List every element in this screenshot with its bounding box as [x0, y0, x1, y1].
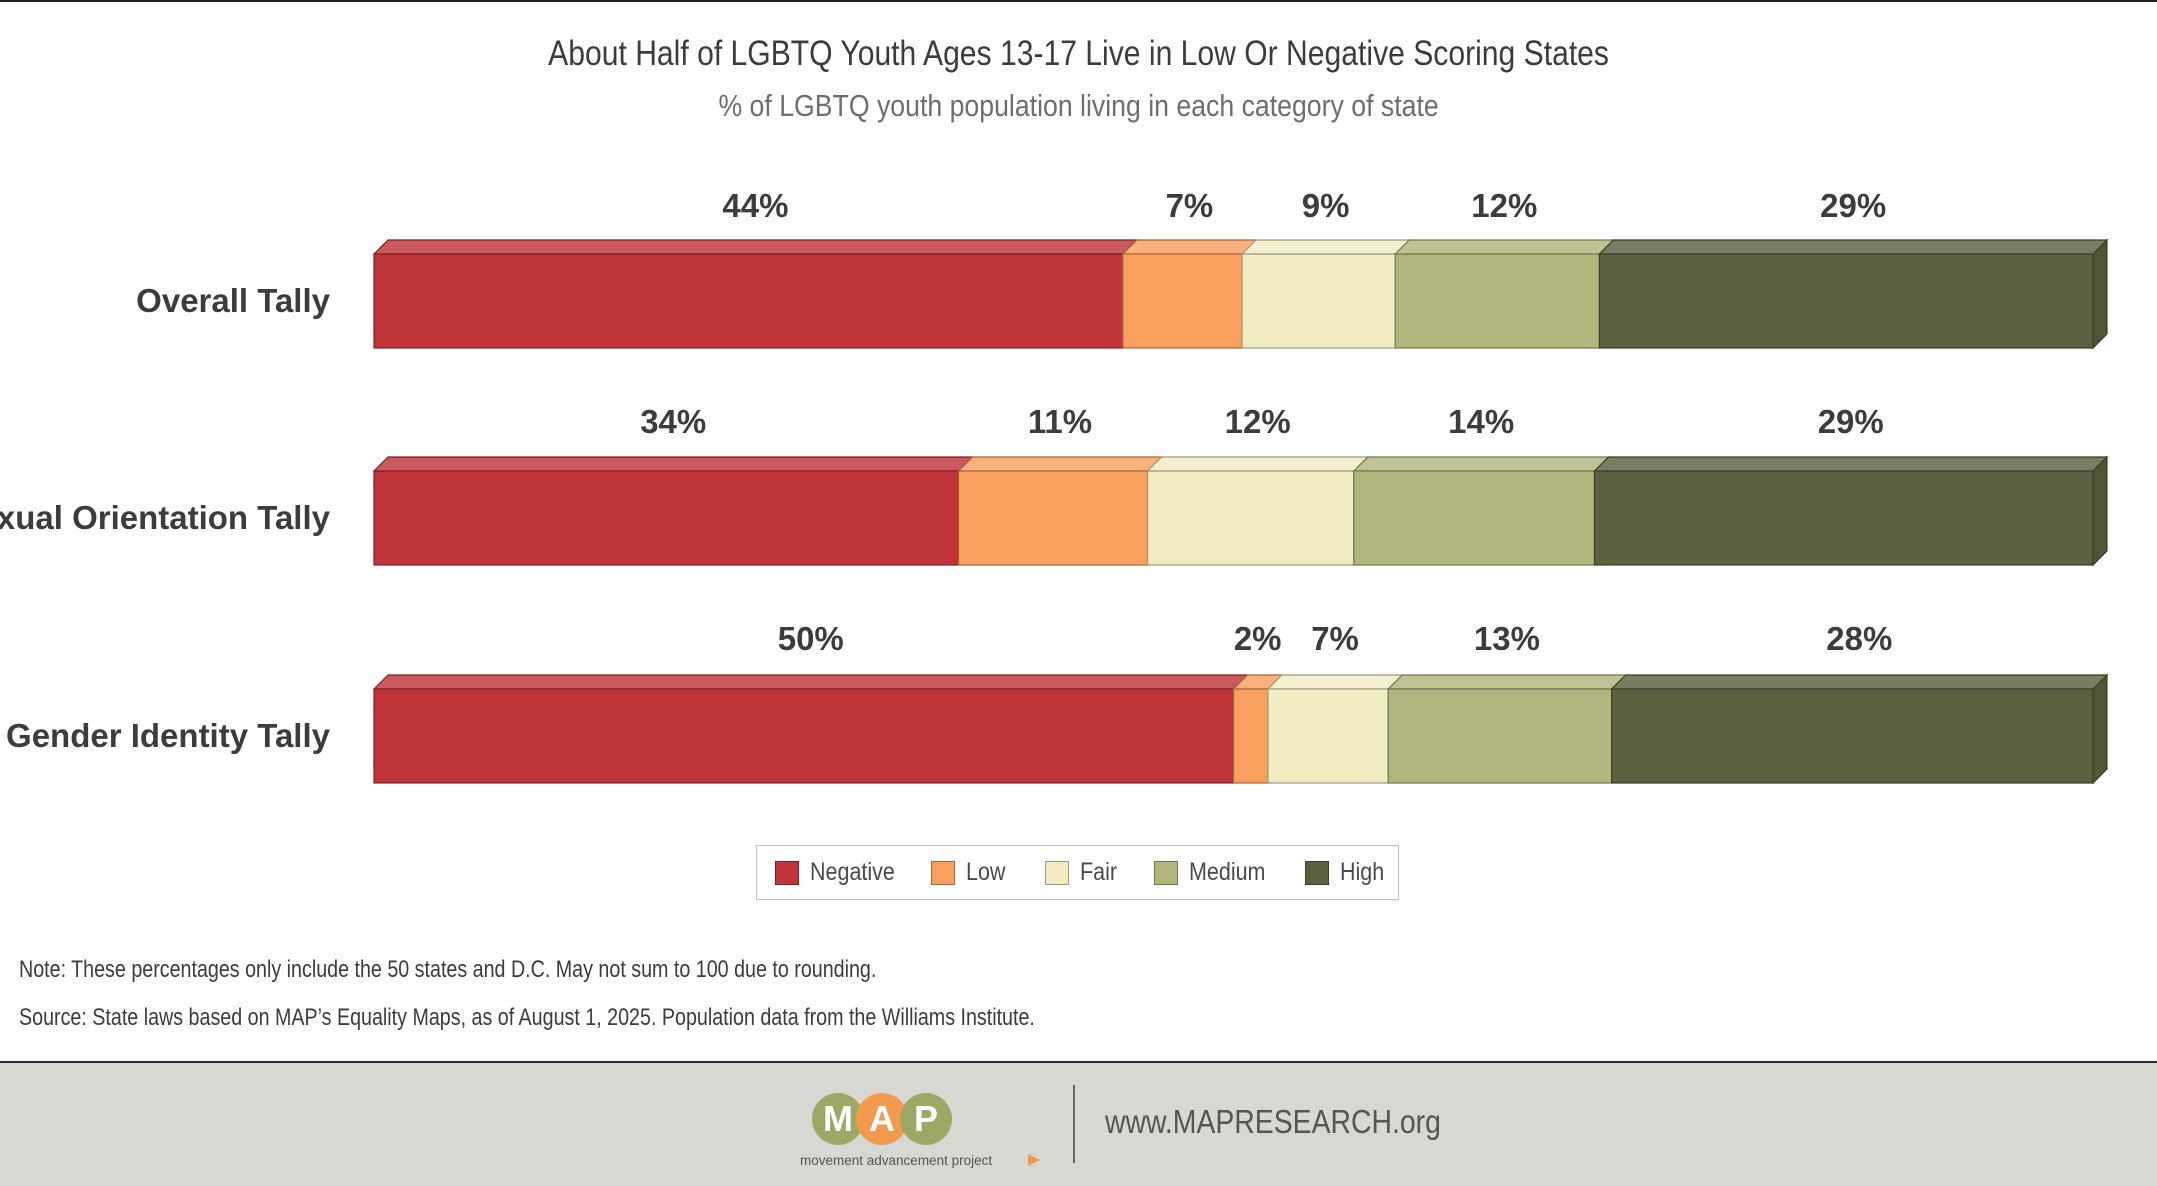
bar-top-medium [1386, 674, 1628, 690]
bar-top-high [1593, 456, 2109, 472]
legend-label: Low [966, 858, 1006, 886]
svg-text:A: A [869, 1098, 895, 1139]
footer-divider [1073, 1085, 1075, 1163]
svg-text:M: M [823, 1098, 853, 1139]
footnote-note: Note: These percentages only include the… [19, 956, 877, 983]
data-label: 13% [1474, 620, 1540, 657]
legend-swatch-negative [775, 861, 799, 885]
bar-top-medium [1393, 239, 1615, 255]
bar-segment-medium [1353, 470, 1596, 566]
bar-segment-low [957, 470, 1149, 566]
footnote-source: Source: State laws based on MAP’s Equali… [19, 1004, 1035, 1031]
data-label: 34% [640, 403, 706, 440]
legend-label: Medium [1189, 858, 1266, 886]
legend-swatch-high [1305, 861, 1329, 885]
data-label: 44% [722, 187, 788, 224]
bar-segment-high [1593, 470, 2094, 566]
bar-segment-fair [1241, 253, 1396, 349]
data-label: 12% [1225, 403, 1291, 440]
website-link[interactable]: www.MAPRESEARCH.org [1105, 1103, 1441, 1140]
bar-segment-low [1122, 253, 1243, 349]
bar-top-low [1121, 239, 1258, 255]
data-label: 14% [1448, 403, 1514, 440]
footer-bar: M A P movement advancement project www.M… [0, 1061, 2157, 1186]
legend-swatch-fair [1045, 861, 1069, 885]
legend-swatch-low [931, 861, 955, 885]
bar-segment-fair [1267, 688, 1389, 784]
svg-text:movement advancement project: movement advancement project [800, 1153, 992, 1168]
map-logo: M A P movement advancement project [800, 1093, 1040, 1168]
legend-label: Negative [810, 858, 895, 886]
svg-text:P: P [914, 1098, 938, 1139]
data-label: 29% [1820, 187, 1886, 224]
bar-top-high [1597, 239, 2109, 255]
bar-segment-high [1598, 253, 2094, 349]
bar-top-fair [1266, 674, 1404, 690]
bar-segment-negative [373, 253, 1124, 349]
data-label: 28% [1826, 620, 1892, 657]
legend-label: High [1340, 858, 1385, 886]
data-label: 11% [1028, 403, 1092, 440]
data-label: 12% [1471, 187, 1537, 224]
bar-side-high [2092, 238, 2108, 350]
data-label: 2% [1234, 620, 1282, 657]
bar-segment-fair [1146, 470, 1355, 566]
bar-segment-negative [373, 688, 1235, 784]
category-label: Overall Tally [136, 282, 330, 319]
data-label: 7% [1311, 620, 1359, 657]
bar-top-medium [1352, 456, 1610, 472]
bar-top-fair [1146, 456, 1370, 472]
bar-top-low [957, 456, 1163, 472]
bar-top-high [1610, 674, 2109, 690]
bar-segment-medium [1387, 688, 1613, 784]
chart-title: About Half of LGBTQ Youth Ages 13-17 Liv… [548, 34, 1609, 73]
legend-swatch-medium [1154, 861, 1178, 885]
top-rule [0, 0, 2157, 2]
legend-label: Fair [1080, 858, 1118, 886]
stacked-bar-chart: Overall Tally 44% 7% 9% 12% 29% Sexual Orienta… [0, 187, 2109, 785]
chart-subtitle: % of LGBTQ youth population living in ea… [718, 88, 1439, 123]
bar-top-negative [372, 674, 1249, 690]
category-label: Gender Identity Tally [6, 717, 331, 754]
bar-segment-low [1232, 688, 1269, 784]
data-label: 50% [778, 620, 844, 657]
data-label: 9% [1302, 187, 1350, 224]
bar-top-fair [1240, 239, 1411, 255]
category-label: Sexual Orientation Tally [0, 499, 331, 536]
bar-top-negative [372, 456, 974, 472]
data-label: 7% [1166, 187, 1214, 224]
bar-segment-high [1611, 688, 2094, 784]
bar-segment-medium [1394, 253, 1601, 349]
legend: Negative Low Fair Medium High [756, 845, 1399, 900]
data-label: 29% [1818, 403, 1884, 440]
bar-top-negative [372, 239, 1139, 255]
bar-segment-negative [373, 470, 960, 566]
bar-side-high [2092, 673, 2108, 785]
bar-side-high [2092, 455, 2108, 567]
